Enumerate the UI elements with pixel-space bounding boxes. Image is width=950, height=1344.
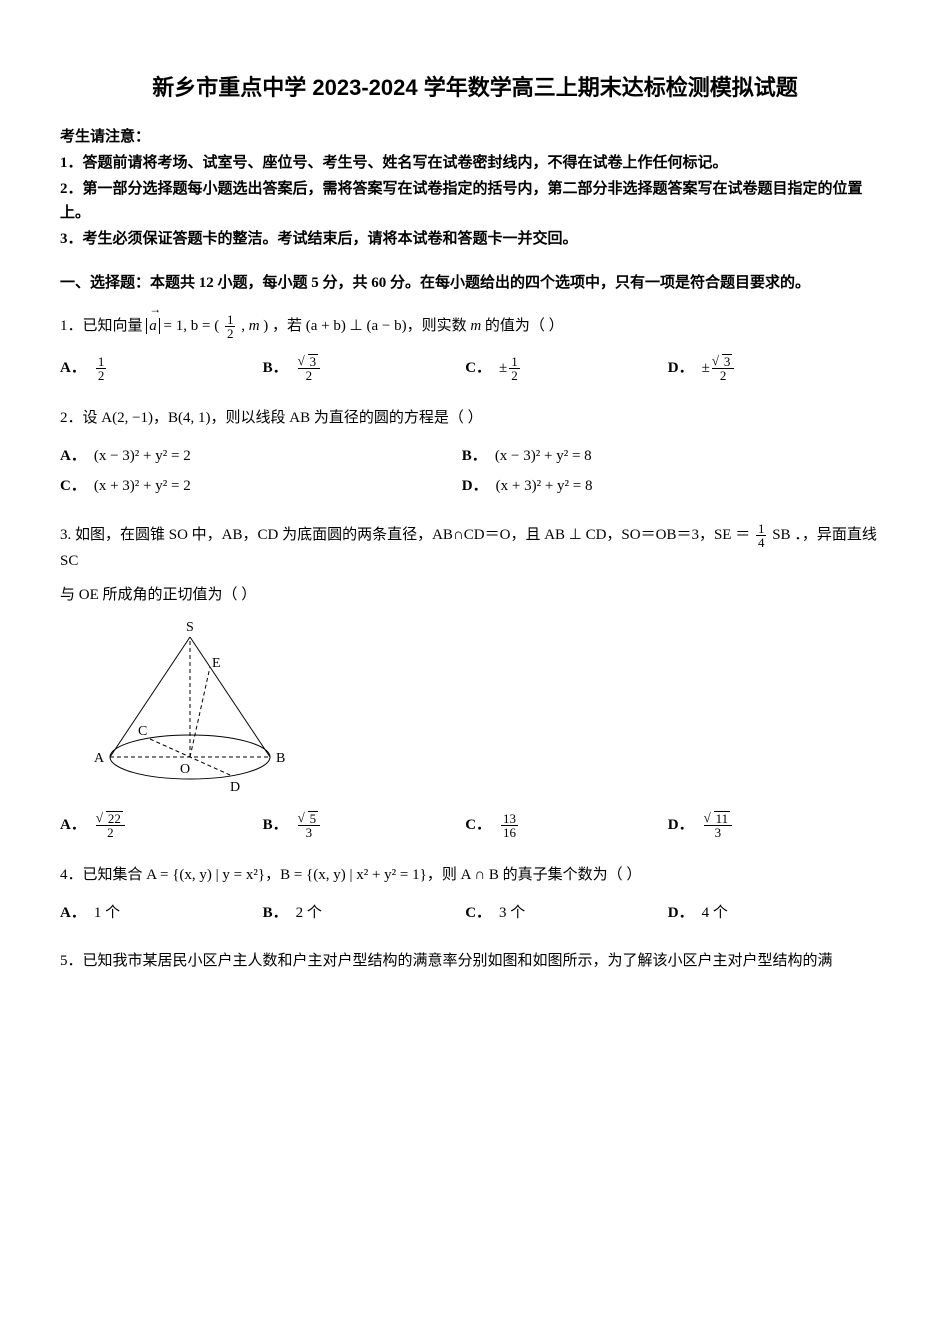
q1-m: m (470, 318, 481, 334)
q4-option-c: C． 3 个 (465, 901, 648, 925)
q2-options: A． (x − 3)² + y² = 2 B． (x − 3)² + y² = … (60, 444, 890, 504)
question-5: 5．已知我市某居民小区户主人数和户主对户型结构的满意率分别如图和如图所示，为了解… (60, 949, 890, 973)
label-b: B (276, 751, 285, 766)
exam-page: 新乡市重点中学 2023-2024 学年数学高三上期末达标检测模拟试题 考生请注… (0, 0, 950, 1344)
question-2: 2．设 A(2, −1)，B(4, 1)，则以线段 AB 为直径的圆的方程是（ … (60, 406, 890, 430)
q1-option-a: A． 1 2 (60, 354, 243, 382)
q1-frac1: 1 2 (225, 313, 236, 340)
q1-optB-frac: 3 2 (298, 354, 321, 382)
q1-mid2: ，若 (a + b) ⊥ (a − b)，则实数 (272, 318, 470, 334)
q3-option-c: C． 13 16 (465, 811, 648, 839)
page-title: 新乡市重点中学 2023-2024 学年数学高三上期末达标检测模拟试题 (60, 70, 890, 105)
q3-option-d: D． 11 3 (668, 811, 851, 839)
q1-option-b: B． 3 2 (263, 354, 446, 382)
q1-options: A． 1 2 B． 3 2 C． ± 1 2 D． ± 3 (60, 354, 890, 388)
question-3: 3. 如图，在圆锥 SO 中，AB，CD 为底面圆的两条直径，AB∩CD＝O，且… (60, 522, 890, 573)
notice-item-3: 3．考生必须保证答题卡的整洁。考试结束后，请将本试卷和答题卡一并交回。 (60, 227, 890, 251)
q4-option-d: D． 4 个 (668, 901, 851, 925)
q1-post: 的值为（ ） (485, 318, 564, 334)
notice-item-2: 2．第一部分选择题每小题选出答案后，需将答案写在试卷指定的括号内，第二部分非选择… (60, 177, 890, 225)
q1-pre: 1．已知向量 (60, 318, 146, 334)
q2-option-c: C． (x + 3)² + y² = 2 (60, 474, 442, 498)
q1-mid1: = 1, b = (164, 318, 215, 334)
q2-option-a: A． (x − 3)² + y² = 2 (60, 444, 442, 468)
label-c: C (138, 724, 147, 739)
q3-frac: 1 4 (756, 522, 767, 549)
q1-optC-frac: 1 2 (509, 355, 520, 382)
notice-item-1: 1．答题前请将考场、试室号、座位号、考生号、姓名写在试卷密封线内，不得在试卷上作… (60, 151, 890, 175)
q3-option-b: B． 5 3 (263, 811, 446, 839)
label-e: E (212, 656, 221, 671)
q1-option-c: C． ± 1 2 (465, 354, 648, 382)
q1-option-d: D． ± 3 2 (668, 354, 851, 382)
q3-options: A． 22 2 B． 5 3 C． 13 16 D． 11 3 (60, 811, 890, 845)
section-head: 一、选择题：本题共 12 小题，每小题 5 分，共 60 分。在每小题给出的四个… (60, 271, 890, 295)
q2-option-d: D． (x + 3)² + y² = 8 (462, 474, 844, 498)
q4-options: A． 1 个 B． 2 个 C． 3 个 D． 4 个 (60, 901, 890, 931)
label-s: S (186, 620, 194, 635)
q1-optD-frac: 3 2 (712, 354, 735, 382)
label-o: O (180, 762, 190, 777)
q2-option-b: B． (x − 3)² + y² = 8 (462, 444, 844, 468)
q3-line2: 与 OE 所成角的正切值为（ ） (60, 583, 890, 607)
q1-optA-frac: 1 2 (96, 355, 107, 382)
cone-figure: S E A B C D O (80, 617, 300, 797)
q4-option-a: A． 1 个 (60, 901, 243, 925)
q3-option-a: A． 22 2 (60, 811, 243, 839)
notice-head: 考生请注意： (60, 125, 890, 149)
question-4: 4．已知集合 A = {(x, y) | y = x²}，B = {(x, y)… (60, 863, 890, 887)
question-1: 1．已知向量 a = 1, b = ( 1 2 , m ) ，若 (a + b)… (60, 313, 890, 340)
label-d: D (230, 780, 240, 795)
label-a: A (94, 751, 105, 766)
q4-option-b: B． 2 个 (263, 901, 446, 925)
